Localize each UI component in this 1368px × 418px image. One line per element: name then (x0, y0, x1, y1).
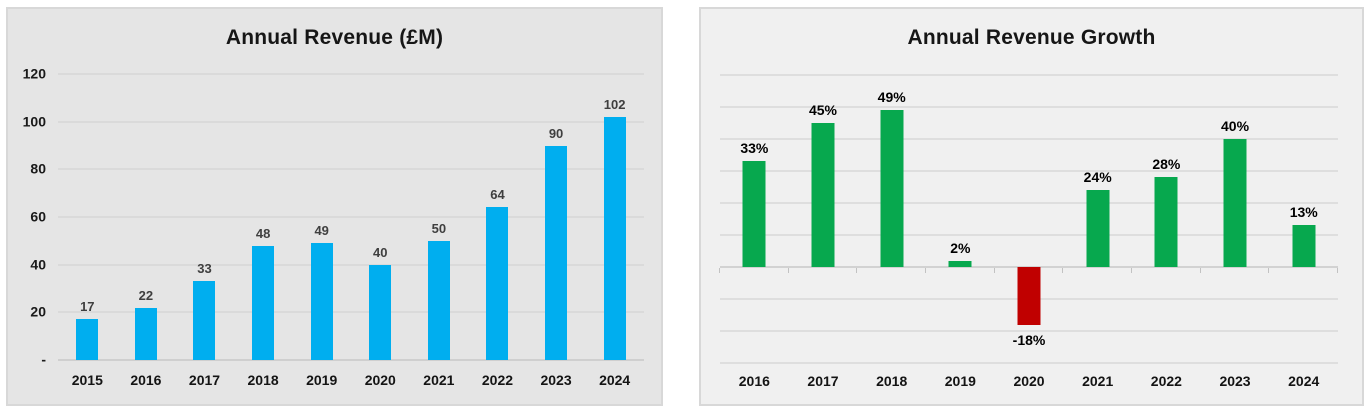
y-axis: 120 100 80 60 40 20 - (8, 66, 52, 368)
x-axis-label: 2019 (306, 372, 338, 388)
bar-2024[interactable] (1292, 225, 1316, 267)
y-axis-tick-label: 40 (30, 256, 46, 273)
revenue-chart[interactable]: Annual Revenue (£M) 120 100 80 60 40 20 - 17 22… (6, 7, 663, 406)
bar-value-label: 49% (877, 89, 906, 106)
category-cell: 24% (1063, 75, 1132, 363)
bar-value-label: -18% (1012, 331, 1046, 348)
x-axis-label: 2021 (423, 372, 455, 388)
category-cell: 64 (468, 74, 527, 360)
y-axis-tick-label: 100 (22, 113, 46, 130)
x-axis-label: 2016 (738, 373, 770, 389)
x-axis-label: 2023 (540, 372, 572, 388)
bar-value-label: 24% (1083, 169, 1112, 186)
bar-2024[interactable] (603, 116, 626, 360)
bar-2015[interactable] (76, 319, 99, 360)
category-cell: 45% (789, 75, 858, 363)
chart-title: Annual Revenue Growth (907, 26, 1156, 49)
bar-value-label: 50 (431, 220, 447, 236)
x-axis-label: 2022 (481, 372, 514, 388)
bar-2019[interactable] (948, 260, 972, 267)
revenue-growth-chart[interactable]: Annual Revenue Growth 33% 45% 49% 2% -18% 24%… (699, 7, 1364, 406)
x-axis: 2015 2016 2017 2018 2019 2020 2021 2022 2023 2024 (58, 372, 644, 390)
bar-series: 33% 45% 49% 2% -18% 24% 28% 40% 13% (720, 75, 1338, 363)
bar-2021[interactable] (1086, 190, 1110, 267)
category-cell: 2% (926, 75, 995, 363)
bar-value-label: 49 (314, 223, 329, 239)
category-cell: 40 (351, 74, 410, 360)
bar-value-label: 90 (548, 125, 564, 141)
category-cell: 28% (1132, 75, 1201, 363)
plot-area: 17 22 33 48 49 40 50 64 90 102 (58, 73, 644, 361)
bar-value-label: 48 (255, 225, 271, 241)
category-cell: -18% (995, 75, 1064, 363)
bar-2020[interactable] (1017, 267, 1041, 325)
category-cell: 13% (1269, 75, 1338, 363)
bar-2023[interactable] (545, 145, 568, 360)
bar-2016[interactable] (742, 161, 766, 267)
bar-2017[interactable] (193, 281, 216, 360)
x-axis-label: 2015 (71, 372, 103, 388)
x-axis-label: 2018 (247, 372, 279, 388)
x-axis-label: 2024 (599, 372, 631, 388)
x-axis-label: 2018 (876, 373, 908, 389)
category-cell: 22 (117, 74, 176, 360)
bar-value-label: 102 (603, 96, 626, 112)
bar-2016[interactable] (134, 307, 157, 360)
bar-2023[interactable] (1223, 139, 1247, 267)
x-axis: 2016 2017 2018 2019 2020 2021 2022 2023 2024 (720, 373, 1338, 391)
bar-value-label: 2% (950, 239, 971, 256)
category-cell: 90 (527, 74, 586, 360)
bar-value-label: 33% (740, 140, 769, 157)
bar-value-label: 22 (138, 287, 154, 303)
category-cell: 40% (1201, 75, 1270, 363)
x-axis-label: 2020 (364, 372, 396, 388)
bar-2017[interactable] (811, 123, 835, 267)
bar-2019[interactable] (310, 243, 333, 360)
y-axis-tick-label: - (41, 351, 46, 368)
y-axis-tick-label: 20 (30, 304, 46, 321)
x-axis-label: 2016 (130, 372, 162, 388)
y-axis-tick-label: 80 (30, 161, 46, 178)
bar-value-label: 64 (490, 187, 505, 203)
bar-2018[interactable] (880, 110, 904, 267)
bar-value-label: 28% (1152, 156, 1181, 173)
bar-value-label: 40% (1221, 118, 1250, 134)
bar-series: 17 22 33 48 49 40 50 64 90 102 (58, 74, 644, 360)
y-axis-tick-label: 120 (22, 65, 46, 82)
category-cell: 48 (234, 74, 293, 360)
bar-value-label: 40 (373, 244, 388, 260)
bar-2021[interactable] (427, 240, 450, 360)
chart-title: Annual Revenue (£M) (225, 26, 444, 49)
x-axis-label: 2019 (944, 373, 976, 389)
category-cell: 33 (175, 74, 234, 360)
category-cell: 49 (292, 74, 351, 360)
x-axis-label: 2017 (807, 373, 839, 389)
category-cell: 17 (58, 74, 117, 360)
bar-2020[interactable] (369, 264, 392, 360)
y-axis-tick-label: 60 (30, 208, 46, 225)
category-cell: 102 (585, 74, 644, 360)
bar-2022[interactable] (486, 207, 509, 360)
bar-2022[interactable] (1154, 177, 1178, 267)
bar-2018[interactable] (252, 245, 275, 360)
bar-value-label: 33 (197, 261, 212, 277)
x-axis-label: 2024 (1288, 373, 1320, 389)
x-axis-label: 2017 (188, 372, 221, 388)
bar-value-label: 45% (808, 102, 838, 118)
category-cell: 33% (720, 75, 789, 363)
category-cell: 49% (857, 75, 926, 363)
x-axis-label: 2020 (1013, 373, 1045, 389)
x-axis-label: 2023 (1219, 373, 1251, 389)
x-axis-label: 2022 (1150, 373, 1182, 389)
category-cell: 50 (410, 74, 469, 360)
x-axis-label: 2021 (1082, 373, 1114, 389)
plot-area: 33% 45% 49% 2% -18% 24% 28% 40% 13% (719, 74, 1338, 364)
bar-value-label: 17 (80, 299, 95, 315)
bar-value-label: 13% (1289, 204, 1318, 221)
